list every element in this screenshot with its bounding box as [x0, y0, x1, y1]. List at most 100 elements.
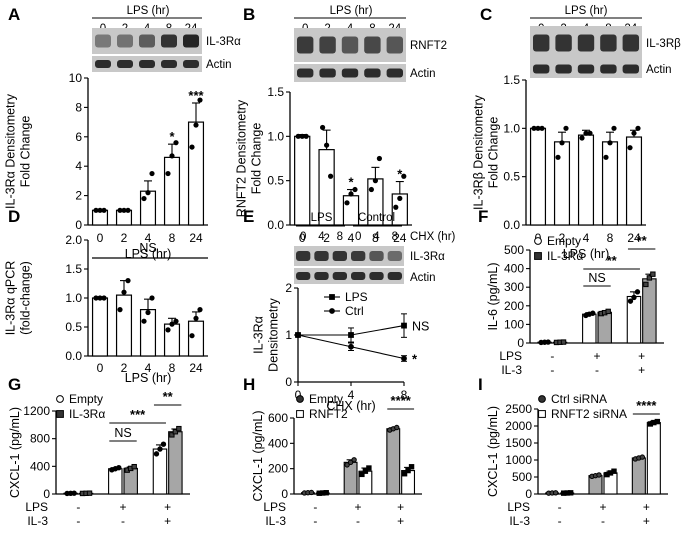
panel-b-point — [303, 133, 309, 139]
panel-b-y-label-line: RNFT2 Densitometry — [235, 99, 249, 217]
panel-c-point — [631, 130, 637, 136]
panel-c-bar — [529, 127, 547, 226]
panel-a-point — [97, 207, 103, 213]
panel-c-point — [587, 130, 593, 136]
panel-g-point — [116, 465, 122, 471]
panel-d-ytick-label: 0.5 — [65, 320, 82, 334]
panel-d-ytick-label: 2.0 — [65, 233, 82, 247]
panel-b-point — [348, 191, 354, 197]
panel-b-significance: * — [397, 167, 403, 182]
panel-e-lane-label: 0 — [300, 231, 306, 243]
panel-e-row-label: IL-3Rα — [410, 251, 445, 263]
panel-f-bracket-label: NS — [588, 271, 605, 285]
panel-g-lps-value: - — [76, 500, 80, 514]
panel-d-y-label: IL-3Rα qPCR(fold-change) — [4, 261, 33, 336]
panel-f-bar — [582, 313, 597, 344]
panel-h-y-label: CXCL-1 (pg/mL) — [251, 411, 265, 502]
panel-f-point — [646, 275, 653, 281]
panel-c-point — [563, 125, 569, 131]
panel-a-ytick-label: 2 — [75, 189, 82, 203]
panel-i-point — [639, 454, 646, 460]
panel-c-blot-target-band — [533, 34, 550, 52]
panel-a-bar — [187, 121, 205, 226]
panel-f-point — [643, 281, 649, 288]
panel-i-il3-value: - — [558, 514, 562, 528]
panel-e-ytick-label: 2 — [285, 281, 292, 295]
panel-h-lps-value: - — [313, 500, 317, 514]
panel-f-lps-value: + — [638, 349, 645, 363]
panel-e-point — [295, 332, 301, 338]
panel-a-xtick-label: 0 — [97, 231, 104, 245]
panel-b-point — [299, 133, 305, 139]
panel-h-lps-value: + — [397, 500, 404, 514]
panel-g-point — [172, 429, 179, 435]
panel-f-bar — [597, 311, 612, 344]
panel-c-point — [603, 154, 609, 160]
panel-a-blot-actin-band — [95, 60, 111, 68]
panel-h-il3-label: IL-3 — [265, 514, 286, 528]
panel-a-blot-target-band — [139, 34, 155, 48]
panel-d-y-label-line: (fold-change) — [19, 261, 33, 335]
panel-c-bar — [601, 141, 619, 226]
panel-h-legend-marker — [296, 410, 304, 418]
panel-e-x-label: CHX (hr) — [326, 399, 375, 413]
panel-c-point — [535, 125, 541, 131]
panel-a-xtick-label: 8 — [169, 231, 176, 245]
panel-e-blot-target-band — [387, 251, 402, 261]
panel-e-xtick-label: 8 — [401, 388, 408, 402]
panel-f-bracket-label: ** — [607, 253, 618, 268]
panel-b-bar — [294, 135, 311, 226]
panel-a-point — [165, 170, 171, 177]
panel-c-point — [539, 125, 545, 131]
panel-d-point — [121, 289, 127, 295]
panel-e-legend-label: Ctrl — [345, 304, 364, 318]
panel-a-letter: A — [8, 5, 20, 24]
panel-i-ytick-label: 0 — [525, 487, 532, 501]
panel-g-point — [153, 451, 160, 457]
panel-i-lps-value: + — [643, 500, 650, 514]
panel-c-ytick-label: 1.5 — [503, 73, 520, 87]
panel-f-ytick-label: 500 — [504, 243, 524, 257]
panel-g-point — [71, 490, 77, 496]
panel-a-ytick-label: 0 — [75, 218, 82, 232]
panel-b-blot-target-band — [297, 36, 314, 54]
panel-b-ytick-label: 0.0 — [267, 218, 284, 232]
panel-e-ytick-label: 1 — [285, 328, 292, 342]
panel-e-letter: E — [243, 207, 254, 226]
panel-a-ytick-label: 10 — [69, 71, 83, 85]
panel-b-row-label: Actin — [410, 68, 436, 80]
panel-a-point — [149, 170, 155, 177]
panel-c-bar — [553, 141, 571, 226]
panel-g-bracket-label: *** — [130, 407, 146, 422]
panel-f-ytick-label: 100 — [504, 317, 524, 331]
panel-g-bracket-label: ** — [163, 389, 174, 404]
panel-c-point — [531, 125, 537, 131]
panel-b-point — [368, 186, 374, 193]
panel-e-legend-label: LPS — [345, 290, 368, 304]
panel-d-bar — [91, 297, 109, 357]
panel-g-point — [176, 425, 182, 432]
panel-i-ytick-label: 500 — [512, 470, 532, 484]
panel-b-y-label-line: Fold Change — [250, 123, 264, 195]
panel-d-bar — [139, 309, 157, 357]
panel-d-point — [101, 295, 107, 301]
panel-e-blot-actin-membrane — [294, 268, 404, 284]
panel-d-xtick-label: 24 — [189, 361, 203, 375]
panel-h-bracket-label: **** — [391, 393, 412, 408]
panel-d-bar — [187, 320, 205, 357]
panel-b-blot-target-band — [319, 36, 336, 54]
panel-e-blot-actin-band — [296, 272, 311, 280]
panel-c-blot-actin-band — [622, 64, 639, 74]
panel-c-y-label-line: Fold Change — [487, 117, 501, 189]
panel-d-point — [145, 309, 151, 316]
panel-f-point — [560, 339, 567, 345]
panel-d-point — [189, 333, 195, 339]
panel-e-blot-side-label: CHX (hr) — [410, 231, 456, 243]
panel-a-blot-target-band — [95, 34, 111, 48]
panel-f-legend-label: Empty — [547, 234, 581, 248]
panel-b-blot-target-band — [386, 36, 403, 54]
panel-f-point — [627, 298, 634, 304]
panel-d-xtick-label: 0 — [97, 361, 104, 375]
panel-a-ytick-label: 6 — [75, 130, 82, 144]
panel-c-bar — [625, 136, 643, 226]
